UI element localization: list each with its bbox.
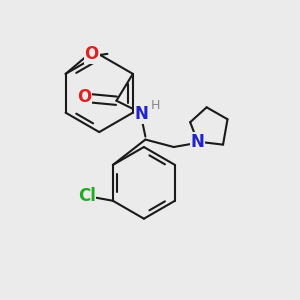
Text: Cl: Cl xyxy=(78,187,95,205)
Text: O: O xyxy=(77,88,92,106)
Text: N: N xyxy=(135,105,149,123)
Text: H: H xyxy=(151,99,160,112)
Text: O: O xyxy=(85,45,99,63)
Text: N: N xyxy=(191,133,205,151)
